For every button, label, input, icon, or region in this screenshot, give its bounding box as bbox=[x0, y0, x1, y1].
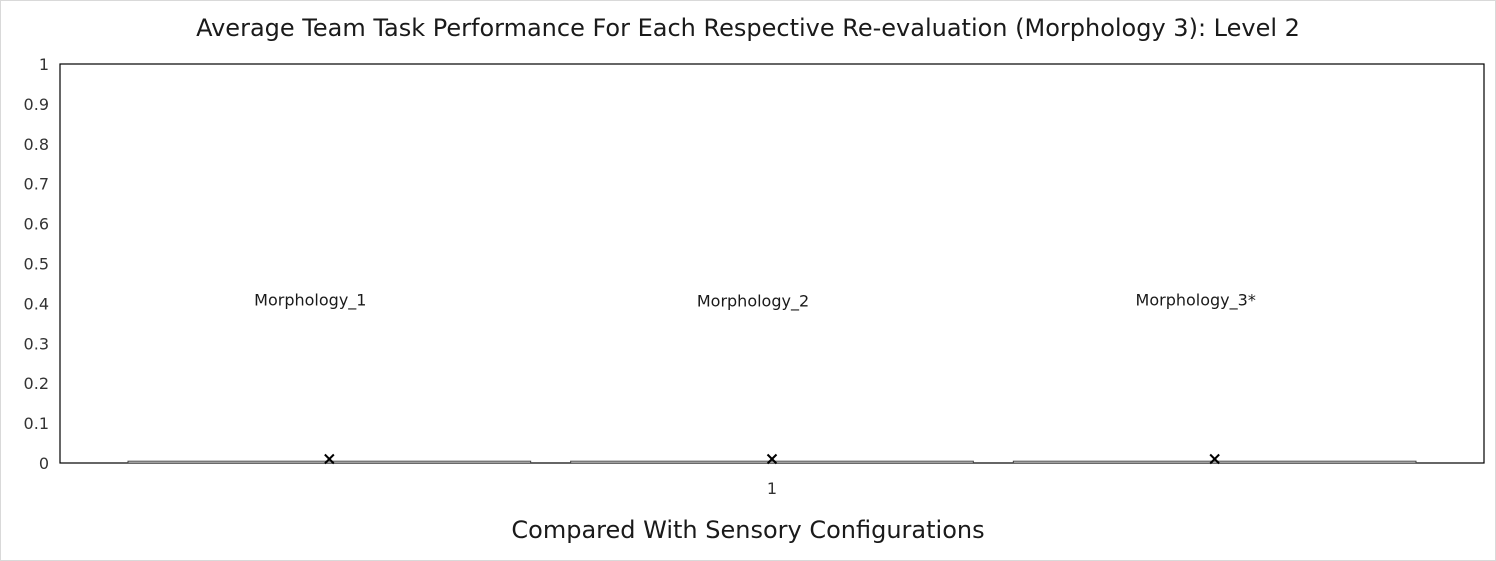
y-tick-label: 0.3 bbox=[24, 334, 49, 353]
series-label: Morphology_3* bbox=[1136, 290, 1256, 310]
mean-marker-stroke bbox=[324, 453, 335, 465]
mean-marker-stroke bbox=[1209, 453, 1220, 465]
y-tick-label: 0 bbox=[39, 454, 49, 473]
y-tick-label: 0.8 bbox=[24, 135, 49, 154]
series-label: Morphology_2 bbox=[697, 291, 809, 311]
mean-marker-stroke bbox=[766, 453, 778, 465]
y-tick-label: 0.6 bbox=[24, 215, 49, 234]
series-label: Morphology_1 bbox=[254, 290, 366, 310]
mean-marker bbox=[1209, 453, 1220, 465]
y-tick-label: 0.5 bbox=[24, 255, 49, 274]
y-tick-label: 0.1 bbox=[24, 414, 49, 433]
mean-marker bbox=[766, 453, 778, 465]
mean-marker bbox=[324, 453, 335, 465]
plot-area bbox=[59, 63, 1485, 464]
y-tick-label: 0.9 bbox=[24, 95, 49, 114]
y-tick-label: 0.2 bbox=[24, 374, 49, 393]
x-axis-title: Compared With Sensory Configurations bbox=[511, 516, 985, 544]
x-tick-label: 1 bbox=[767, 479, 777, 498]
chart-title: Average Team Task Performance For Each R… bbox=[196, 14, 1300, 42]
y-tick-label: 0.7 bbox=[24, 175, 49, 194]
y-tick-label: 1 bbox=[39, 55, 49, 74]
y-tick-label: 0.4 bbox=[24, 294, 49, 313]
